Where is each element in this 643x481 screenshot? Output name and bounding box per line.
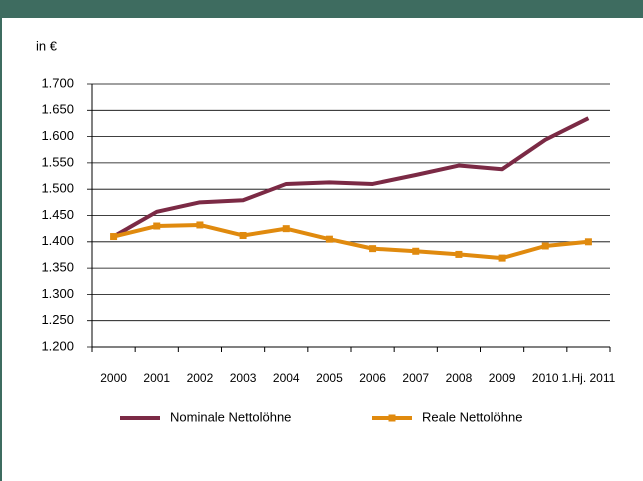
y-axis-label: in € (36, 38, 58, 53)
legend-label: Nominale Nettolöhne (170, 409, 291, 424)
x-tick-label: 2000 (100, 371, 127, 385)
data-point (282, 225, 290, 233)
data-point (325, 235, 333, 243)
data-point (153, 222, 161, 230)
x-tick-label: 2005 (316, 371, 343, 385)
x-tick-label: 2001 (143, 371, 170, 385)
x-tick-label: 2003 (230, 371, 257, 385)
x-tick-label: 2002 (187, 371, 214, 385)
y-tick-label: 1.700 (41, 75, 74, 90)
legend-label: Reale Nettolöhne (422, 409, 522, 424)
x-tick-label: 2004 (273, 371, 300, 385)
y-tick-label: 1.400 (41, 233, 74, 248)
x-tick-label: 2008 (446, 371, 473, 385)
legend-marker (388, 414, 396, 422)
data-point (498, 254, 506, 262)
y-tick-label: 1.200 (41, 338, 74, 353)
x-tick-label: 2009 (489, 371, 516, 385)
data-point (110, 233, 118, 241)
header-band (0, 0, 643, 18)
x-tick-label: 1.Hj. 2011 (562, 371, 616, 385)
data-point (412, 247, 420, 255)
data-point (541, 242, 549, 250)
left-border (0, 18, 2, 481)
y-tick-label: 1.550 (41, 154, 74, 169)
y-tick-label: 1.350 (41, 260, 74, 275)
x-tick-label: 2010 (532, 371, 559, 385)
y-tick-label: 1.250 (41, 312, 74, 327)
y-tick-label: 1.500 (41, 181, 74, 196)
data-point (455, 250, 463, 258)
data-point (369, 245, 377, 253)
y-tick-label: 1.650 (41, 102, 74, 117)
data-point (584, 238, 592, 246)
x-tick-label: 2007 (402, 371, 429, 385)
data-line (113, 222, 589, 261)
data-line (112, 116, 590, 239)
y-tick-label: 1.450 (41, 207, 74, 222)
x-tick-label: 2006 (359, 371, 386, 385)
y-tick-label: 1.300 (41, 286, 74, 301)
data-point (196, 221, 204, 229)
y-tick-label: 1.600 (41, 128, 74, 143)
data-point (239, 231, 247, 239)
